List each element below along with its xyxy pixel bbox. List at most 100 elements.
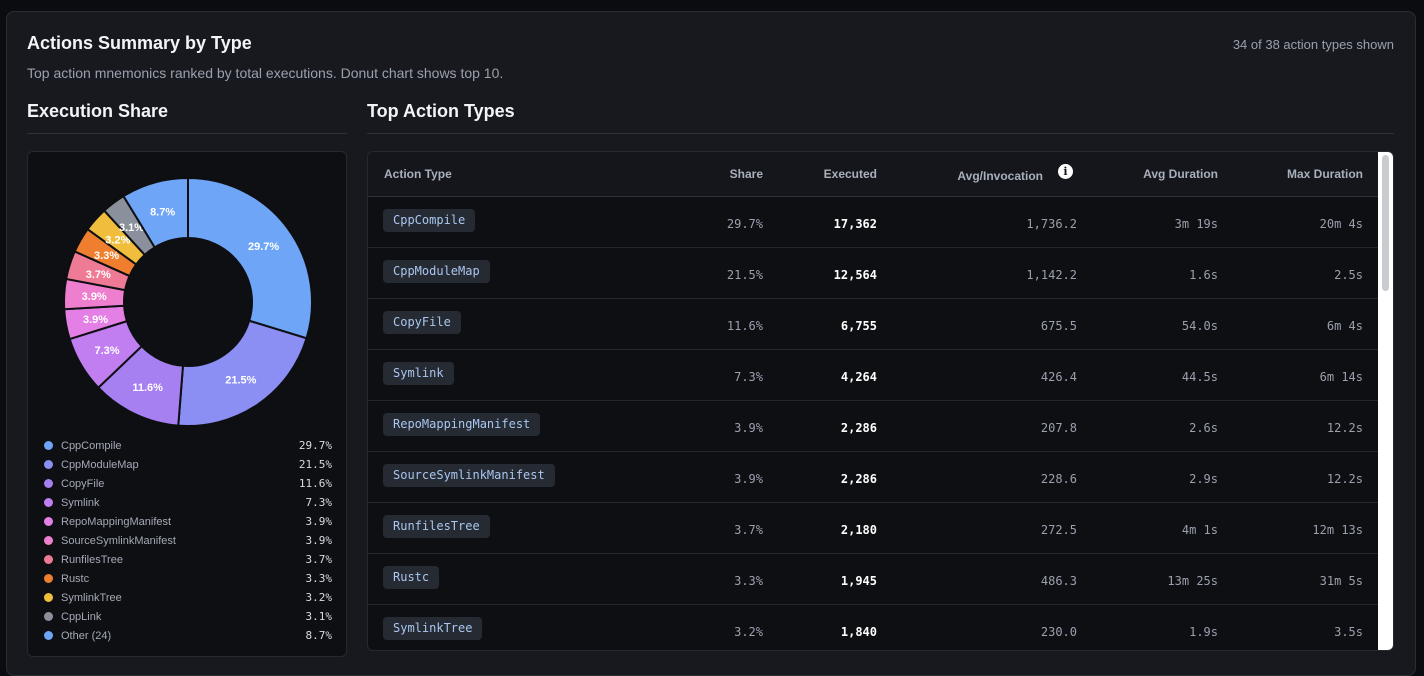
legend-value: 3.2% [305,591,333,604]
table-row[interactable]: Symlink 7.3% 4,264 426.4 44.5s 6m 14s [368,350,1378,401]
top-action-types-title: Top Action Types [367,101,515,121]
executed-cell: 4,264 [840,370,877,384]
legend-item: Rustc 3.3% [44,569,332,588]
share-cell: 29.7% [726,217,763,231]
avg-duration-cell: 2.6s [1189,421,1218,435]
share-cell: 3.2% [734,625,763,639]
divider [367,133,1394,134]
legend-item: SymlinkTree 3.2% [44,588,332,607]
legend-item: RepoMappingManifest 3.9% [44,512,332,531]
avg-duration-cell: 4m 1s [1181,523,1218,537]
max-duration-cell: 6m 4s [1326,319,1363,333]
legend-value: 29.7% [298,439,332,452]
slice-label: 8.7% [150,206,175,218]
table-row[interactable]: CppModuleMap 21.5% 12,564 1,142.2 1.6s 2.5s [368,248,1378,299]
action-type-chip[interactable]: SourceSymlinkManifest [383,464,555,487]
avg-invocation-cell: 207.8 [1040,421,1077,435]
legend-value: 11.6% [298,477,332,490]
donut-slice[interactable] [177,319,308,427]
legend-swatch [44,555,53,564]
legend-item: CppCompile 29.7% [44,436,332,455]
action-type-chip[interactable]: Symlink [383,362,454,385]
legend-swatch [44,612,53,621]
action-type-chip[interactable]: CopyFile [383,311,461,334]
table-row[interactable]: CopyFile 11.6% 6,755 675.5 54.0s 6m 4s [368,299,1378,350]
max-duration-cell: 12m 13s [1312,523,1363,537]
legend-item: Other (24) 8.7% [44,626,332,645]
scroll-thumb[interactable] [1382,155,1389,291]
chart-legend: CppCompile 29.7% CppModuleMap 21.5% CopyFile… [44,436,332,645]
legend-label: SourceSymlinkManifest [61,534,176,547]
avg-invocation-cell: 486.3 [1040,574,1077,588]
page-title: Actions Summary by Type [27,33,252,53]
col-executed[interactable]: Executed [823,167,877,181]
share-cell: 3.9% [734,472,763,486]
info-icon[interactable]: i [1058,164,1073,179]
donut-panel: 29.7% 21.5% 11.6% 7.3% 3.9% 3.9% 3.7% 3.3% 3.2% 3… [27,151,347,657]
table-scrollbar[interactable] [1378,152,1393,650]
table-row[interactable]: Rustc 3.3% 1,945 486.3 13m 25s 31m 5s [368,554,1378,605]
types-shown-count: 34 of 38 action types shown [1232,37,1394,52]
slice-label: 3.7% [86,269,111,281]
action-type-chip[interactable]: RepoMappingManifest [383,413,541,436]
actions-summary-card: Actions Summary by Type Top action mnemo… [6,11,1416,676]
legend-value: 3.9% [305,515,333,528]
legend-item: CppModuleMap 21.5% [44,455,332,474]
share-cell: 11.6% [726,319,763,333]
table-row[interactable]: CppCompile 29.7% 17,362 1,736.2 3m 19s 20m 4s [368,197,1378,248]
action-type-chip[interactable]: SymlinkTree [383,617,483,640]
executed-cell: 2,180 [840,523,877,537]
max-duration-cell: 12.2s [1326,421,1363,435]
avg-duration-cell: 1.6s [1189,268,1218,282]
executed-cell: 6,755 [840,319,877,333]
legend-label: RunfilesTree [61,553,123,566]
table-row[interactable]: RepoMappingManifest 3.9% 2,286 207.8 2.6s 12.… [368,401,1378,452]
executed-cell: 2,286 [840,472,877,486]
action-type-chip[interactable]: RunfilesTree [383,515,490,538]
donut-slice[interactable] [122,176,189,249]
table-row[interactable]: RunfilesTree 3.7% 2,180 272.5 4m 1s 12m 13s [368,503,1378,554]
slice-label: 3.1% [119,222,144,234]
col-avg-duration[interactable]: Avg Duration [1143,167,1218,181]
avg-invocation-cell: 426.4 [1040,370,1077,384]
legend-swatch [44,574,53,583]
avg-invocation-cell: 272.5 [1040,523,1077,537]
max-duration-cell: 12.2s [1326,472,1363,486]
donut-chart: 29.7% 21.5% 11.6% 7.3% 3.9% 3.9% 3.7% 3.3% 3.2%3… [63,176,313,427]
legend-label: CppModuleMap [61,458,139,471]
col-avg-invocation[interactable]: Avg/Invocation [957,169,1043,183]
avg-invocation-cell: 1,736.2 [1026,217,1077,231]
legend-value: 3.7% [305,553,333,566]
legend-label: CppLink [61,610,102,623]
action-type-chip[interactable]: CppModuleMap [383,260,490,283]
slice-label: 3.9% [83,314,108,326]
legend-value: 21.5% [298,458,332,471]
action-type-chip[interactable]: CppCompile [383,209,476,232]
legend-swatch [44,593,53,602]
max-duration-cell: 3.5s [1334,625,1363,639]
avg-invocation-cell: 675.5 [1040,319,1077,333]
max-duration-cell: 2.5s [1334,268,1363,282]
legend-value: 3.3% [305,572,333,585]
legend-swatch [44,441,53,450]
legend-label: Symlink [61,496,100,509]
legend-value: 7.3% [305,496,333,509]
avg-invocation-cell: 1,142.2 [1026,268,1077,282]
col-share[interactable]: Share [729,167,763,181]
table-header: Action Type Share Executed Avg/Invocatio… [368,152,1378,197]
max-duration-cell: 20m 4s [1319,217,1363,231]
avg-invocation-cell: 230.0 [1040,625,1077,639]
donut-slice[interactable] [187,176,313,340]
executed-cell: 1,840 [840,625,877,639]
share-cell: 21.5% [726,268,763,282]
action-types-table: Action Type Share Executed Avg/Invocatio… [367,151,1394,651]
table-row[interactable]: SourceSymlinkManifest 3.9% 2,286 228.6 2.9s 1… [368,452,1378,503]
col-max-duration[interactable]: Max Duration [1286,167,1363,181]
max-duration-cell: 6m 14s [1319,370,1363,384]
action-type-chip[interactable]: Rustc [383,566,440,589]
slice-label: 11.6% [132,382,163,394]
slice-label: 7.3% [95,345,120,357]
col-action-type[interactable]: Action Type [384,167,452,181]
table-row[interactable]: SymlinkTree 3.2% 1,840 230.0 1.9s 3.5s [368,605,1378,650]
legend-swatch [44,631,53,640]
